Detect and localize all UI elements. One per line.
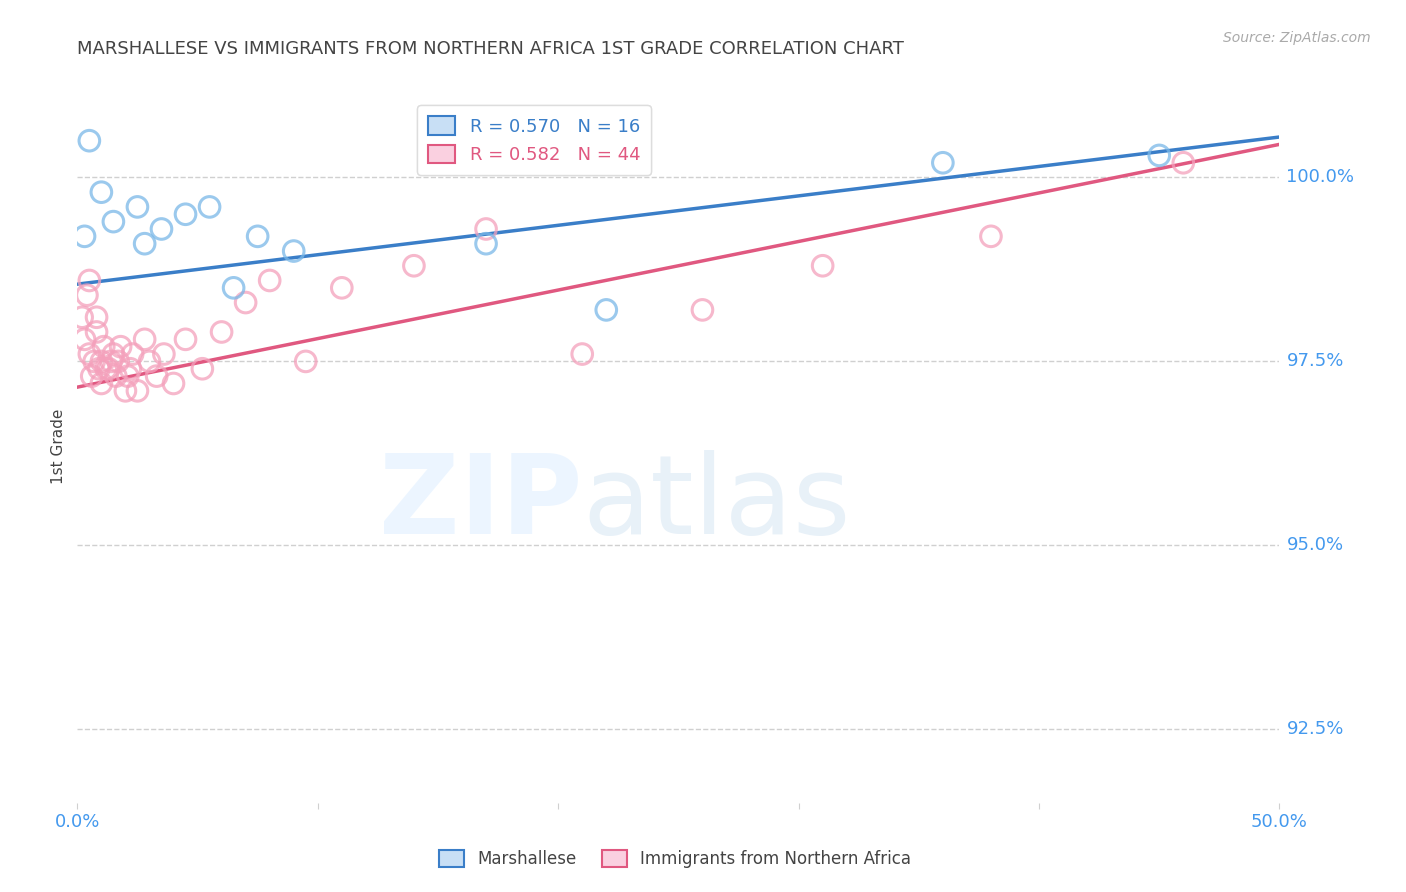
- Point: [330, 281, 353, 295]
- Point: [811, 259, 834, 273]
- Point: [153, 347, 176, 361]
- Point: [110, 340, 132, 354]
- Point: [73, 332, 96, 346]
- Point: [1149, 148, 1171, 162]
- Point: [174, 207, 197, 221]
- Y-axis label: 1st Grade: 1st Grade: [51, 409, 66, 483]
- Text: 95.0%: 95.0%: [1286, 536, 1344, 554]
- Point: [259, 273, 281, 287]
- Point: [80, 369, 103, 384]
- Point: [127, 384, 149, 398]
- Point: [134, 332, 156, 346]
- Point: [191, 361, 214, 376]
- Point: [1173, 155, 1195, 169]
- Point: [97, 361, 120, 376]
- Point: [138, 354, 160, 368]
- Point: [86, 310, 108, 325]
- Point: [932, 155, 955, 169]
- Point: [87, 361, 110, 376]
- Point: [90, 376, 112, 391]
- Legend: Marshallese, Immigrants from Northern Africa: Marshallese, Immigrants from Northern Af…: [432, 843, 918, 875]
- Text: 92.5%: 92.5%: [1286, 720, 1344, 739]
- Point: [150, 222, 173, 236]
- Point: [246, 229, 269, 244]
- Point: [100, 354, 122, 368]
- Point: [145, 369, 167, 384]
- Point: [475, 236, 498, 251]
- Point: [294, 354, 316, 368]
- Point: [198, 200, 221, 214]
- Point: [96, 361, 118, 376]
- Point: [980, 229, 1002, 244]
- Point: [73, 229, 96, 244]
- Point: [83, 354, 105, 368]
- Point: [107, 354, 129, 368]
- Point: [402, 259, 425, 273]
- Point: [235, 295, 257, 310]
- Point: [79, 273, 101, 287]
- Point: [134, 236, 156, 251]
- Point: [127, 200, 149, 214]
- Text: Source: ZipAtlas.com: Source: ZipAtlas.com: [1223, 31, 1371, 45]
- Point: [86, 325, 108, 339]
- Point: [121, 347, 143, 361]
- Point: [692, 302, 714, 317]
- Point: [90, 185, 112, 199]
- Point: [70, 310, 93, 325]
- Point: [114, 384, 136, 398]
- Point: [79, 347, 101, 361]
- Text: ZIP: ZIP: [378, 450, 582, 557]
- Point: [283, 244, 305, 258]
- Point: [79, 134, 101, 148]
- Point: [90, 354, 112, 368]
- Text: MARSHALLESE VS IMMIGRANTS FROM NORTHERN AFRICA 1ST GRADE CORRELATION CHART: MARSHALLESE VS IMMIGRANTS FROM NORTHERN …: [77, 40, 904, 58]
- Point: [595, 302, 617, 317]
- Point: [76, 288, 98, 302]
- Text: 100.0%: 100.0%: [1286, 169, 1354, 186]
- Point: [222, 281, 245, 295]
- Point: [117, 369, 139, 384]
- Legend: R = 0.570   N = 16, R = 0.582   N = 44: R = 0.570 N = 16, R = 0.582 N = 44: [418, 105, 651, 175]
- Point: [104, 369, 127, 384]
- Point: [475, 222, 498, 236]
- Point: [162, 376, 184, 391]
- Point: [120, 361, 142, 376]
- Text: 97.5%: 97.5%: [1286, 352, 1344, 370]
- Point: [93, 340, 115, 354]
- Point: [103, 347, 125, 361]
- Text: atlas: atlas: [582, 450, 851, 557]
- Point: [103, 214, 125, 228]
- Point: [211, 325, 233, 339]
- Point: [174, 332, 197, 346]
- Point: [571, 347, 593, 361]
